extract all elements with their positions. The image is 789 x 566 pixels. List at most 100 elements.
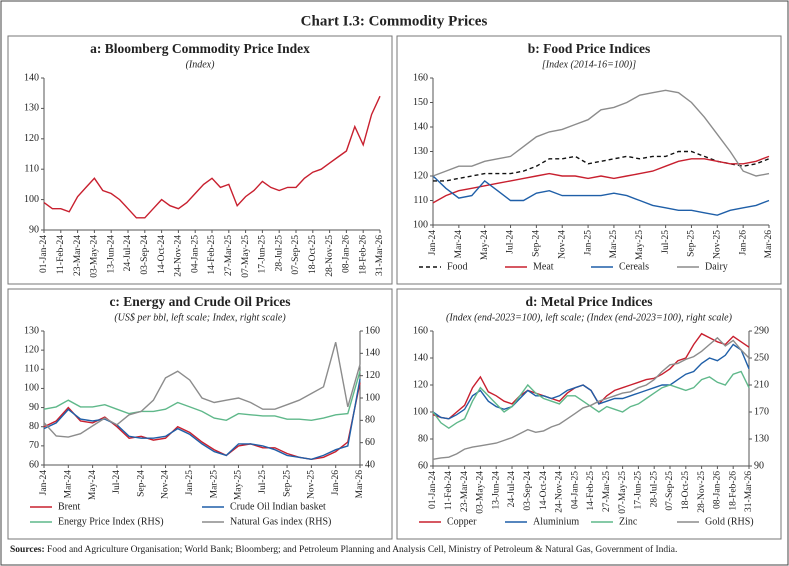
x-tick-label: 23-Mar-24	[460, 471, 470, 512]
y-tick-label: 100	[24, 383, 39, 394]
y-tick-label: 80	[29, 421, 39, 432]
legend-label: Zinc	[619, 516, 638, 527]
y-tick-label: 60	[29, 459, 39, 470]
x-tick-label: 24-Jul-24	[507, 471, 517, 508]
sources-label: Sources:	[10, 545, 45, 555]
y-tick-label: 90	[29, 402, 39, 413]
page-title: Chart I.3: Commodity Prices	[301, 13, 488, 29]
legend-label: Meat	[533, 261, 554, 272]
x-tick-label: Jan-25	[185, 470, 195, 496]
x-tick-label: 18-Feb-26	[728, 471, 738, 511]
y2-tick-label: 250	[754, 352, 769, 363]
x-tick-label: Jan-25	[583, 230, 593, 256]
x-tick-label: 27-Mar-25	[602, 471, 612, 512]
x-tick-label: Mar-26	[764, 230, 774, 259]
y2-tick-label: 210	[754, 379, 769, 390]
x-tick-label: Jul-24	[112, 470, 122, 494]
legend-label: Copper	[447, 516, 477, 527]
x-tick-label: 04-Jan-25	[190, 235, 200, 273]
panel-frame	[396, 288, 782, 540]
y2-tick-label: 100	[365, 392, 380, 403]
y-tick-label: 160	[413, 325, 428, 336]
series-line	[432, 89, 770, 177]
y-tick-label: 120	[413, 379, 428, 390]
x-tick-label: 01-Jan-24	[39, 235, 49, 273]
x-tick-label: 08-Jan-26	[713, 471, 723, 509]
x-tick-label: May-25	[635, 230, 645, 260]
y2-tick-label: 80	[365, 415, 375, 426]
x-tick-label: 03-Sep-24	[140, 235, 150, 275]
y-tick-label: 90	[29, 224, 39, 235]
panel-frame	[7, 35, 393, 285]
y2-tick-label: 140	[365, 348, 380, 359]
chart-title: a: Bloomberg Commodity Price Index	[90, 41, 310, 56]
legend-label: Dairy	[705, 261, 728, 272]
y2-tick-label: 40	[365, 459, 375, 470]
x-tick-label: Mar-24	[454, 230, 464, 259]
y2-tick-label: 60	[365, 437, 375, 448]
legend-label: Gold (RHS)	[705, 516, 754, 527]
legend-label: Natural Gas index (RHS)	[230, 516, 331, 527]
chart-title: b: Food Price Indices	[528, 41, 651, 56]
x-tick-label: 28-Nov-25	[325, 235, 335, 277]
y-tick-label: 110	[24, 163, 39, 174]
y2-tick-label: 90	[754, 460, 764, 471]
y-tick-label: 140	[24, 72, 39, 83]
x-tick-label: 13-Jun-24	[106, 235, 116, 274]
x-tick-label: 27-Mar-25	[224, 235, 234, 276]
x-tick-label: Mar-25	[609, 230, 619, 259]
x-tick-label: 18-Oct-25	[308, 235, 318, 274]
y-tick-label: 100	[413, 406, 428, 417]
x-tick-label: 07-Sep-25	[291, 235, 301, 275]
chart-subtitle: (Index)	[186, 59, 216, 70]
x-tick-label: 24-Jul-24	[123, 235, 133, 272]
y-tick-label: 140	[413, 121, 428, 132]
x-tick-label: 13-Jun-24	[491, 471, 501, 510]
series-line	[432, 336, 750, 460]
series-line	[433, 150, 770, 182]
x-tick-label: Sep-25	[687, 230, 697, 257]
x-tick-label: 24-Nov-24	[555, 471, 565, 513]
x-tick-label: 07-Sep-25	[665, 471, 675, 511]
x-tick-label: 11-Feb-24	[444, 471, 454, 510]
x-tick-label: 14-Feb-25	[586, 471, 596, 511]
chart-subtitle: (US$ per bbl, left scale; Index, right s…	[114, 312, 286, 323]
y-tick-label: 110	[24, 364, 39, 375]
y-tick-label: 100	[24, 194, 39, 205]
legend-label: Cereals	[619, 261, 649, 272]
y-tick-label: 60	[418, 460, 428, 471]
x-tick-label: 28-Jul-25	[274, 235, 284, 272]
x-tick-label: Sep-24	[532, 230, 542, 257]
x-tick-label: Nov-25	[307, 470, 317, 499]
x-tick-label: 01-Jan-24	[428, 471, 438, 509]
series-line	[432, 343, 750, 420]
y2-tick-label: 170	[754, 406, 769, 417]
legend-label: Crude Oil Indian basket	[230, 501, 326, 512]
legend-label: Brent	[58, 501, 80, 512]
x-tick-label: 18-Oct-25	[681, 471, 691, 510]
x-tick-label: Jan-26	[738, 230, 748, 256]
x-tick-label: Jan-24	[428, 230, 438, 256]
y-tick-label: 130	[413, 146, 428, 157]
series-line	[43, 342, 361, 438]
y-tick-label: 110	[413, 195, 428, 206]
x-tick-label: 08-Jan-26	[342, 235, 352, 273]
series-line	[43, 378, 361, 461]
series-line	[432, 175, 770, 216]
y-tick-label: 120	[24, 344, 39, 355]
x-tick-label: 17-Jun-25	[258, 235, 268, 274]
x-tick-label: May-25	[234, 470, 244, 500]
y-tick-label: 70	[29, 440, 39, 451]
legend-label: Aluminium	[533, 516, 579, 527]
x-tick-label: Nov-24	[557, 230, 567, 259]
y-tick-label: 120	[24, 133, 39, 144]
y-tick-label: 100	[413, 219, 428, 230]
x-tick-label: Jul-25	[661, 230, 671, 254]
x-tick-label: 18-Feb-26	[358, 235, 368, 275]
y2-tick-label: 160	[365, 325, 380, 336]
x-tick-label: 23-Mar-24	[73, 235, 83, 276]
x-tick-label: May-24	[88, 470, 98, 500]
x-tick-label: 14-Oct-24	[539, 471, 549, 510]
legend-label: Food	[447, 261, 468, 272]
